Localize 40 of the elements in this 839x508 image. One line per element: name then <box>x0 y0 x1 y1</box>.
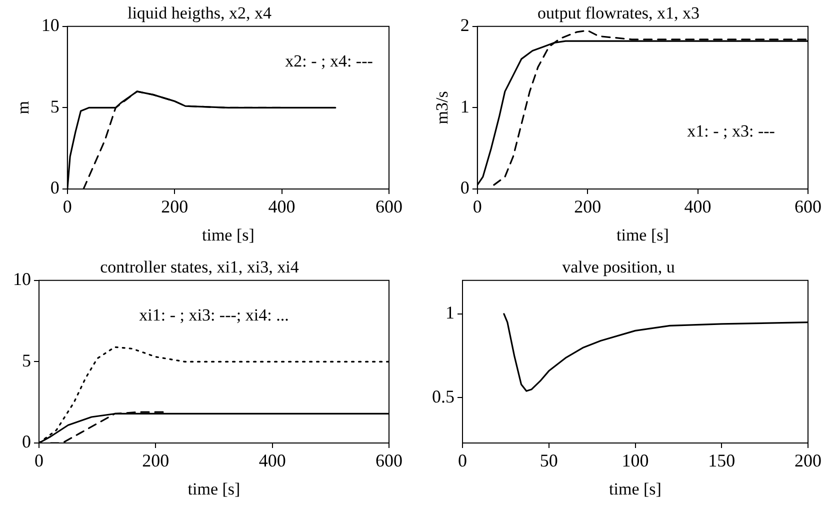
chart-title: output flowrates, x1, x3 <box>538 4 700 23</box>
y-tick-label: 0 <box>50 178 60 198</box>
x-tick-label: 200 <box>142 450 170 471</box>
y-tick-label: 0 <box>460 178 470 198</box>
annotation: x2: - ; x4: --- <box>285 52 374 71</box>
x-tick-label: 400 <box>258 450 286 471</box>
chart-title: liquid heigths, x2, x4 <box>127 4 272 23</box>
y-tick-label: 5 <box>22 350 31 370</box>
annotation: x1: - ; x3: --- <box>687 122 776 141</box>
chart-title: valve position, u <box>562 258 676 277</box>
x-tick-label: 0 <box>62 196 72 217</box>
x-tick-label: 200 <box>161 196 188 217</box>
chart-title: controller states, xi1, xi3, xi4 <box>100 258 300 277</box>
y-tick-label: 10 <box>13 269 31 290</box>
x-tick-label: 200 <box>574 196 602 217</box>
y-tick-label: 0 <box>22 432 31 452</box>
x-tick-label: 200 <box>794 450 822 471</box>
x-tick-label: 0 <box>472 196 482 217</box>
x-tick-label: 100 <box>622 450 649 471</box>
x-tick-label: 0 <box>34 450 44 471</box>
y-axis-title: m <box>14 101 33 114</box>
x-tick-label: 400 <box>684 196 712 217</box>
y-axis-title: m3/s <box>432 91 452 124</box>
x-tick-label: 400 <box>268 196 296 217</box>
x-tick-label: 50 <box>540 450 558 471</box>
x-tick-label: 600 <box>794 196 822 217</box>
x-axis-title: time [s] <box>202 225 254 244</box>
y-tick-label: 2 <box>460 15 470 36</box>
annotation: xi1: - ; xi3: ---; xi4: ... <box>139 306 289 325</box>
y-tick-label: 1 <box>460 96 470 116</box>
y-tick-label: 1 <box>446 302 454 323</box>
y-tick-label: 10 <box>41 15 60 36</box>
y-tick-label: 0.5 <box>432 386 454 406</box>
x-tick-label: 150 <box>708 450 736 471</box>
x-tick-label: 600 <box>376 450 402 471</box>
x-axis-title: time [s] <box>616 225 669 244</box>
y-tick-label: 5 <box>50 96 60 116</box>
x-tick-label: 600 <box>376 196 402 217</box>
x-axis-title: time [s] <box>188 479 240 498</box>
x-axis-title: time [s] <box>609 479 662 498</box>
